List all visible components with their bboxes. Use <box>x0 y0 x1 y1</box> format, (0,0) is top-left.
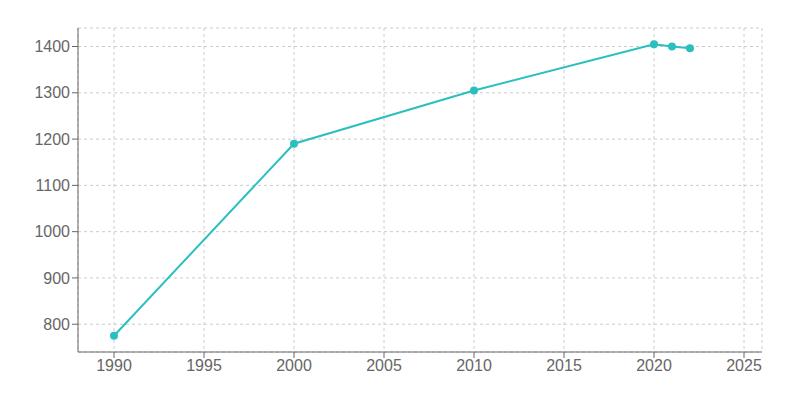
svg-text:1100: 1100 <box>36 177 71 194</box>
svg-text:1300: 1300 <box>34 84 70 101</box>
svg-text:2025: 2025 <box>726 357 762 374</box>
svg-text:2015: 2015 <box>546 357 582 374</box>
svg-text:2005: 2005 <box>366 357 402 374</box>
svg-text:2000: 2000 <box>276 357 312 374</box>
svg-text:1000: 1000 <box>34 223 70 240</box>
svg-text:2020: 2020 <box>636 357 672 374</box>
svg-text:1400: 1400 <box>34 38 70 55</box>
svg-text:2010: 2010 <box>456 357 492 374</box>
svg-text:1200: 1200 <box>34 131 70 148</box>
svg-text:1990: 1990 <box>96 357 132 374</box>
svg-text:900: 900 <box>43 270 70 287</box>
svg-text:800: 800 <box>43 316 70 333</box>
svg-text:1995: 1995 <box>186 357 222 374</box>
